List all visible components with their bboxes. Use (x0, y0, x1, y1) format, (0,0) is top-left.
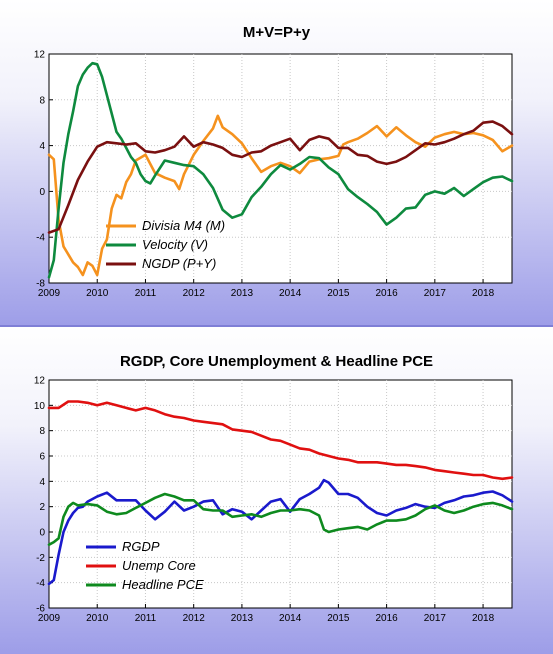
x-tick-label: 2018 (472, 288, 495, 299)
y-tick-label: -4 (36, 233, 45, 244)
x-tick-label: 2009 (38, 613, 61, 624)
y-tick-label: 8 (39, 95, 45, 106)
x-tick-label: 2010 (86, 613, 109, 624)
y-tick-label: 10 (34, 401, 46, 412)
x-tick-label: 2009 (38, 288, 61, 299)
y-tick-label: -6 (36, 604, 45, 615)
series-line-1 (47, 114, 514, 277)
y-tick-label: 0 (39, 528, 45, 539)
y-tick-label: 8 (39, 426, 45, 437)
x-tick-label: 2010 (86, 288, 109, 299)
legend-label: NGDP (P+Y) (142, 256, 216, 271)
y-tick-label: 0 (39, 187, 45, 198)
y-tick-label: 12 (34, 50, 46, 61)
chart-title-top: M+V=P+y (242, 24, 311, 41)
x-tick-label: 2014 (279, 288, 302, 299)
legend-label: Divisia M4 (M) (142, 218, 225, 233)
x-tick-label: 2013 (231, 288, 254, 299)
y-tick-label: -8 (36, 279, 45, 290)
chart-title-bottom: RGDP, Core Unemployment & Headline PCE (119, 353, 434, 370)
series-line-2 (47, 400, 514, 481)
series-line-3 (47, 120, 514, 234)
plot-area (48, 379, 513, 609)
x-tick-label: 2013 (231, 613, 254, 624)
x-tick-label: 2012 (183, 613, 206, 624)
legend-label: Headline PCE (122, 577, 204, 592)
plot-area (48, 53, 513, 284)
y-tick-label: 4 (39, 477, 45, 488)
x-tick-label: 2015 (327, 288, 350, 299)
legend-label: RGDP (122, 539, 160, 554)
legend-label: Velocity (V) (142, 237, 208, 252)
series-line-2 (47, 61, 514, 279)
y-tick-label: -4 (36, 578, 45, 589)
y-tick-label: 12 (34, 376, 46, 387)
x-tick-label: 2017 (424, 613, 447, 624)
x-tick-label: 2018 (472, 613, 495, 624)
x-tick-label: 2015 (327, 613, 350, 624)
y-tick-label: 4 (39, 141, 45, 152)
y-tick-label: 6 (39, 452, 45, 463)
y-tick-label: -2 (36, 553, 45, 564)
y-tick-label: 2 (39, 502, 45, 513)
x-tick-label: 2016 (375, 288, 398, 299)
panel-divider (0, 325, 553, 327)
series-line-1 (47, 478, 514, 586)
x-tick-label: 2016 (375, 613, 398, 624)
legend-label: Unemp Core (122, 558, 196, 573)
x-tick-label: 2014 (279, 613, 302, 624)
x-tick-label: 2011 (135, 613, 157, 624)
x-tick-label: 2012 (183, 288, 206, 299)
x-tick-label: 2017 (424, 288, 447, 299)
x-tick-label: 2011 (135, 288, 157, 299)
series-line-3 (47, 492, 514, 546)
